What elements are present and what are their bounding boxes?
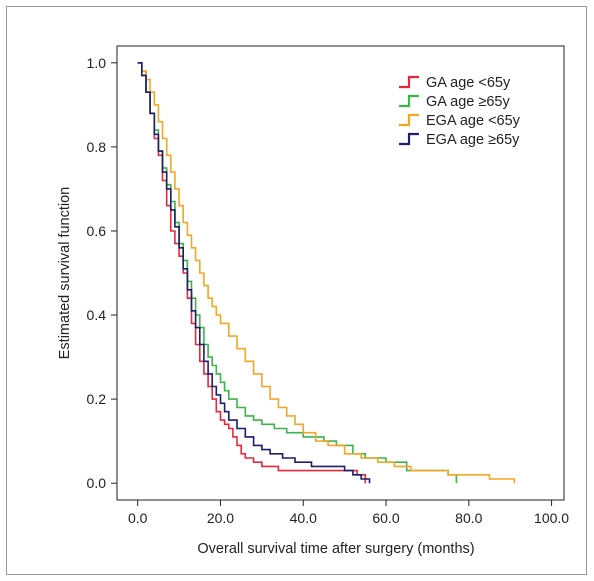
y-tick-label: 0.8	[87, 139, 107, 155]
legend-label-2: EGA age <65y	[426, 113, 521, 129]
y-axis: 0.0 0.2 0.4 0.6 0.8 1.0	[87, 55, 117, 491]
x-tick-label: 20.0	[207, 510, 234, 526]
legend-label-3: EGA age ≥65y	[426, 132, 520, 148]
y-tick-label: 0.0	[87, 475, 107, 491]
legend-swatch-1	[399, 94, 419, 108]
y-tick-label: 0.4	[87, 307, 107, 323]
legend: GA age <65y GA age ≥65y EGA age <65y EGA ag…	[399, 75, 521, 148]
legend-label-1: GA age ≥65y	[426, 94, 510, 110]
plot-area	[116, 45, 565, 501]
figure-frame	[6, 6, 587, 575]
legend-swatch-0	[399, 75, 419, 89]
x-tick-label: 100.0	[534, 510, 569, 526]
x-tick-label: 0.0	[128, 510, 148, 526]
legend-swatch-2	[399, 113, 419, 127]
x-axis: 0.0 20.0 40.0 60.0 80.0 100.0	[128, 500, 569, 526]
y-axis-title: Estimated survival function	[57, 187, 73, 359]
y-tick-label: 0.2	[87, 391, 107, 407]
series-line-2	[137, 62, 516, 484]
x-tick-label: 80.0	[455, 510, 482, 526]
x-axis-title: Overall survival time after surgery (mon…	[197, 541, 474, 557]
x-tick-label: 40.0	[290, 510, 317, 526]
legend-swatch-3	[399, 132, 419, 146]
series-line-0	[137, 62, 367, 484]
series-line-3	[137, 62, 371, 484]
y-tick-label: 1.0	[87, 55, 107, 71]
legend-label-0: GA age <65y	[426, 75, 511, 91]
series-layer	[137, 62, 516, 484]
y-tick-label: 0.6	[87, 223, 107, 239]
x-tick-label: 60.0	[372, 510, 399, 526]
